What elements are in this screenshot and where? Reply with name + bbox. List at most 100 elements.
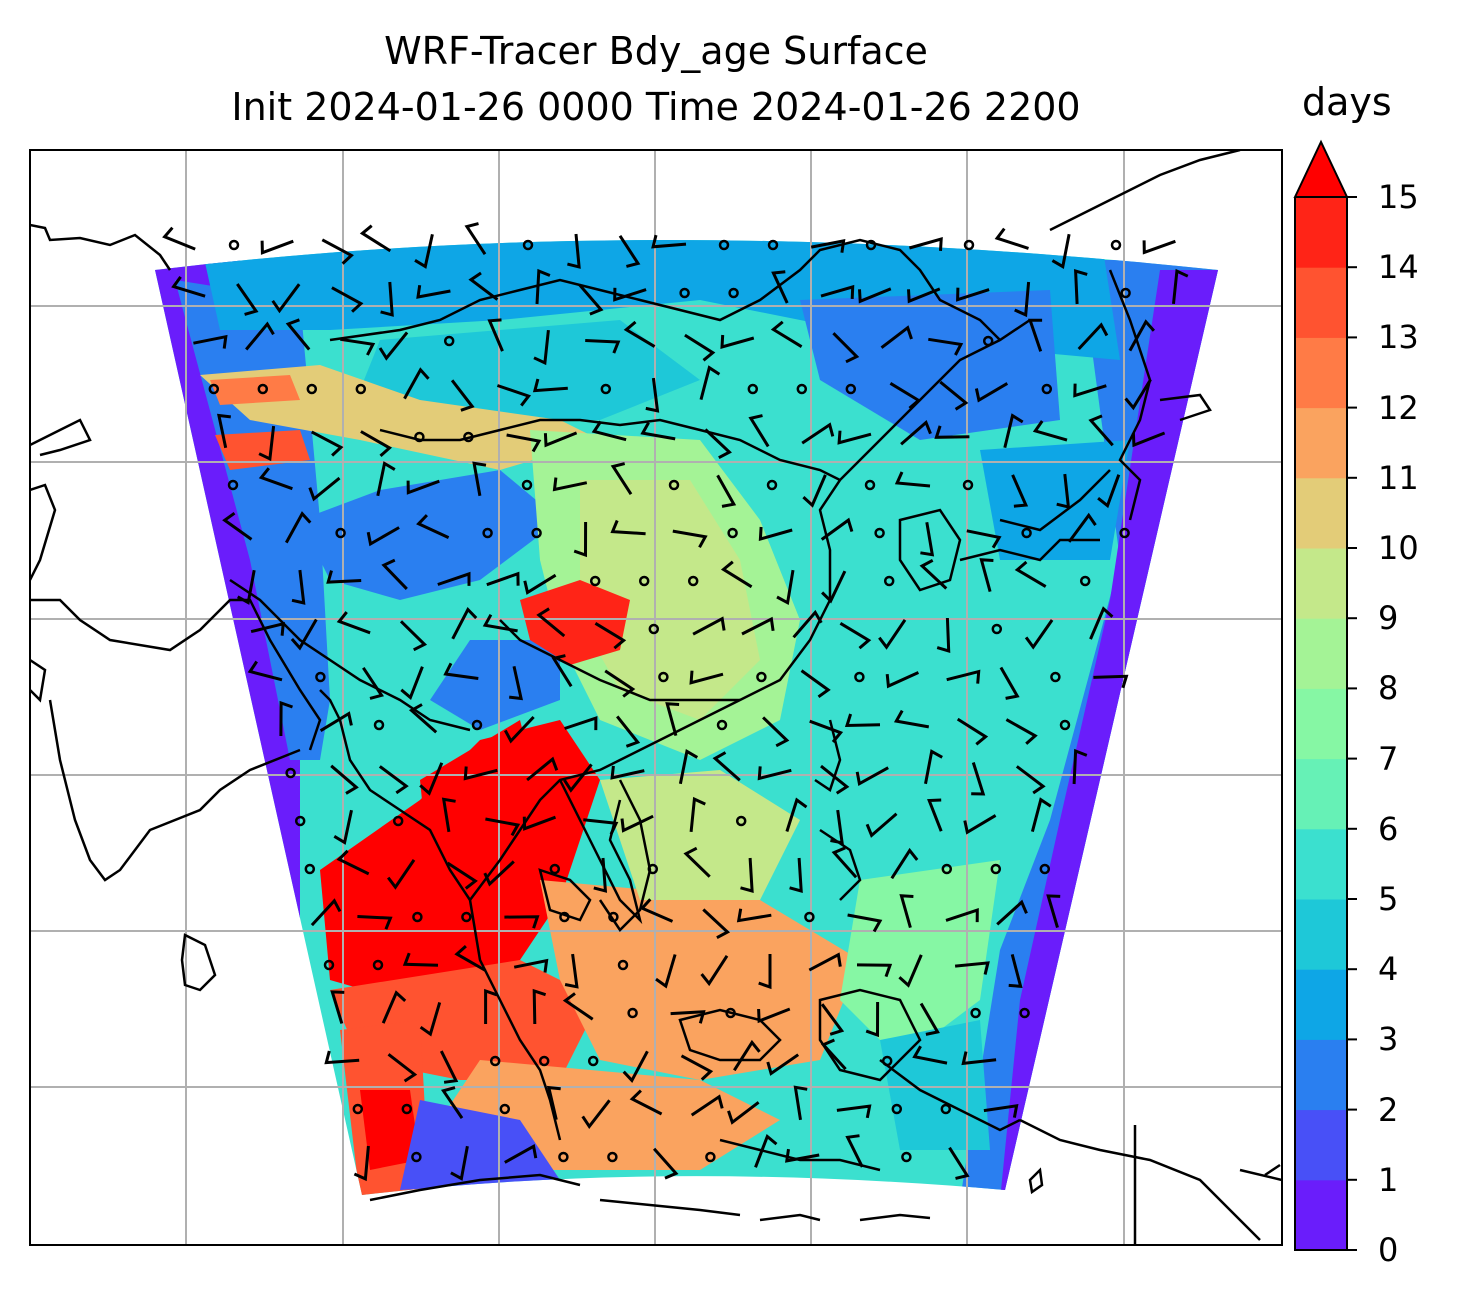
wind-barb	[1072, 748, 1088, 785]
calm-wind-marker	[1050, 671, 1061, 683]
wind-barb	[593, 857, 608, 893]
wind-barb	[880, 325, 913, 349]
graticule	[30, 150, 1282, 1245]
wind-barb	[552, 477, 588, 492]
wind-barb	[907, 287, 941, 304]
wind-barb	[716, 474, 737, 508]
wind-barb	[1088, 414, 1114, 447]
colorbar-segment	[1295, 548, 1347, 619]
wind-barb	[604, 669, 636, 698]
colorbar-segment	[1295, 688, 1347, 760]
wind-barb	[629, 1089, 663, 1116]
calm-wind-marker	[401, 1103, 413, 1115]
wind-barb	[591, 420, 627, 442]
colorbar-tick-label: 3	[1378, 1020, 1399, 1059]
calm-wind-marker	[355, 383, 367, 395]
wind-barb	[381, 558, 408, 590]
colorbar-segment	[1295, 1039, 1347, 1111]
calm-wind-marker	[549, 863, 561, 875]
wind-barb	[855, 766, 889, 787]
wind-barb	[387, 1053, 418, 1083]
wind-barb	[573, 521, 588, 558]
wind-barb	[956, 287, 990, 302]
calm-wind-marker	[756, 671, 767, 683]
wind-barb	[1124, 378, 1152, 411]
calm-wind-marker	[257, 383, 269, 395]
calm-wind-marker	[482, 527, 493, 539]
wind-barb	[690, 1094, 724, 1117]
colorbar-segment	[1295, 828, 1347, 900]
wind-barb	[285, 318, 311, 351]
wind-barb	[640, 421, 676, 441]
calm-wind-marker	[627, 1007, 638, 1019]
calm-wind-marker	[315, 671, 326, 683]
wind-barb	[403, 367, 430, 400]
wind-barb	[526, 756, 559, 782]
calm-wind-marker	[940, 1103, 952, 1115]
wind-barb	[610, 765, 645, 780]
wind-barb	[757, 1007, 791, 1024]
calm-wind-marker	[638, 575, 650, 587]
wind-barb	[689, 670, 724, 685]
calm-wind-marker	[970, 1007, 981, 1019]
wind-barb	[387, 859, 416, 890]
wind-barb	[793, 1085, 808, 1121]
calm-wind-marker	[1039, 863, 1051, 875]
calm-wind-marker	[648, 623, 660, 635]
wind-barb	[893, 709, 930, 729]
wind-barb	[802, 474, 827, 508]
wind-barb	[1142, 239, 1176, 255]
wind-barb	[858, 287, 892, 304]
wind-barb	[496, 384, 532, 407]
calm-wind-marker	[285, 767, 296, 779]
wind-barb	[464, 222, 487, 256]
wind-barb	[820, 1038, 847, 1071]
calm-wind-marker	[1110, 239, 1122, 251]
wind-barb	[1097, 474, 1121, 509]
wind-barb	[820, 1003, 845, 1036]
wind-barb	[830, 809, 844, 845]
wind-barb	[1005, 718, 1038, 745]
wind-barb	[513, 958, 549, 973]
wind-barb	[378, 331, 409, 361]
wind-barb	[583, 818, 619, 835]
calm-wind-marker	[521, 479, 533, 491]
wind-barb	[900, 419, 932, 446]
wind-barb	[506, 433, 542, 453]
wind-barb	[523, 573, 557, 595]
calm-wind-marker	[323, 959, 335, 971]
wind-barb	[1030, 797, 1052, 832]
wind-barb	[535, 268, 551, 305]
wind-barb	[613, 287, 647, 302]
wind-barb	[485, 817, 521, 837]
colorbar-segment	[1295, 407, 1347, 479]
wind-barb	[310, 898, 342, 927]
calm-wind-marker	[414, 431, 425, 443]
wind-barb	[546, 1085, 561, 1121]
wind-barb	[331, 286, 364, 313]
colorbar-outline	[1294, 197, 1348, 1251]
calm-wind-marker	[600, 383, 612, 395]
wind-barb	[770, 320, 803, 348]
calm-wind-marker	[559, 911, 570, 923]
wind-barb	[684, 333, 716, 362]
wind-barb	[581, 1099, 611, 1129]
calm-wind-marker	[392, 815, 404, 827]
wind-barb	[618, 234, 641, 268]
colorbar-segment	[1295, 1109, 1347, 1181]
colorbar-segment	[1295, 477, 1347, 549]
wind-barb	[689, 796, 706, 833]
calm-wind-marker	[854, 671, 865, 683]
wind-barb	[362, 666, 385, 700]
wind-barb	[1032, 420, 1068, 442]
wind-barb	[484, 988, 498, 1024]
wind-barb	[366, 526, 400, 547]
calm-wind-marker	[864, 479, 876, 491]
calm-wind-marker	[489, 1055, 501, 1067]
calm-wind-marker	[962, 479, 974, 491]
colorbar-tick-label: 11	[1378, 458, 1419, 497]
wind-barb	[400, 666, 424, 701]
wind-barb	[326, 570, 362, 584]
colorbar-tick-label: 5	[1378, 880, 1399, 918]
wind-barb	[463, 766, 498, 781]
